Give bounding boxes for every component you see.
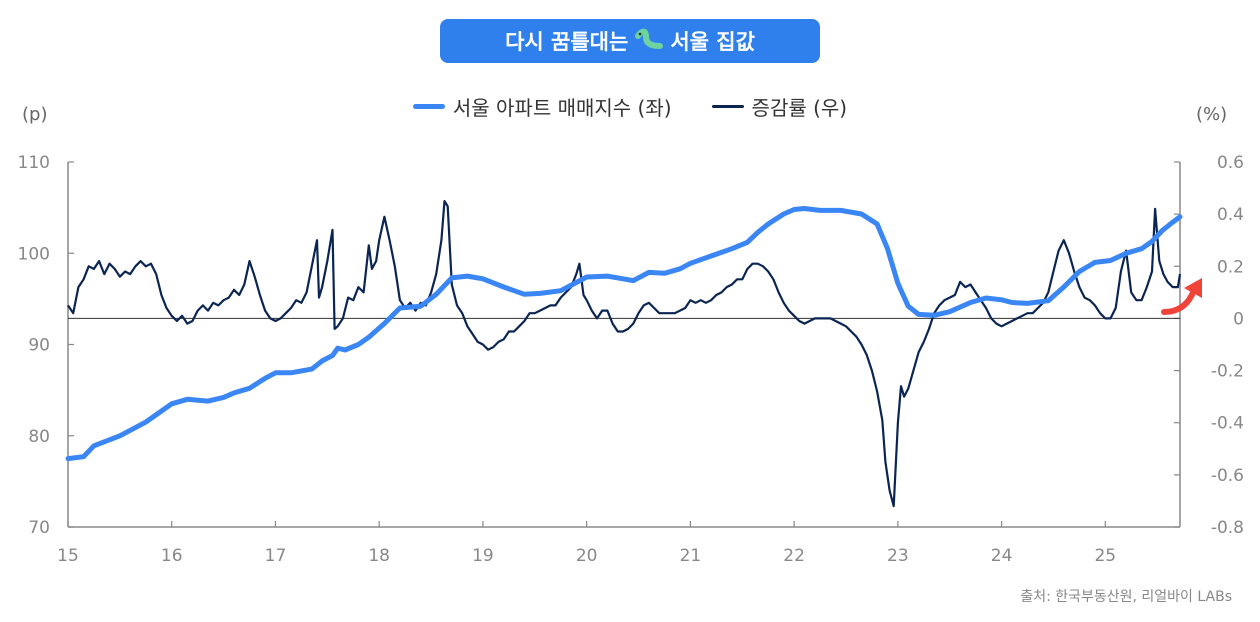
left-axis-tick-label: 100 xyxy=(18,244,50,264)
right-axis-tick-label: -0.6 xyxy=(1211,466,1244,486)
x-axis-tick-label: 18 xyxy=(368,546,390,566)
chart-title-text-before: 다시 꿈틀대는 xyxy=(505,30,629,54)
x-axis-tick-label: 17 xyxy=(265,546,287,566)
legend-label-rate: 증감률 (우) xyxy=(751,95,848,120)
x-axis-tick-label: 19 xyxy=(472,546,494,566)
series-line-price-index xyxy=(65,206,1183,462)
rising-arrow-shaft xyxy=(1161,287,1197,315)
x-axis-tick-label: 24 xyxy=(991,546,1013,566)
x-axis-tick-label: 25 xyxy=(1094,546,1116,566)
legend-label-index: 서울 아파트 매매지수 (좌) xyxy=(452,95,672,120)
left-axis-unit: (p) xyxy=(22,104,48,125)
worm-icon xyxy=(634,28,664,54)
chart-legend: 서울 아파트 매매지수 (좌) 증감률 (우) xyxy=(0,92,1260,120)
x-axis-tick-label: 15 xyxy=(57,546,79,566)
right-axis-tick-label: 0 xyxy=(1233,309,1244,329)
right-axis-unit: (%) xyxy=(1196,104,1228,125)
x-axis-tick-label: 21 xyxy=(680,546,702,566)
x-axis-tick-label: 20 xyxy=(576,546,598,566)
legend-swatch-index xyxy=(412,103,445,109)
right-axis-tick-label: -0.2 xyxy=(1211,362,1244,382)
left-axis-tick-label: 70 xyxy=(28,518,50,538)
left-axis-tick-label: 110 xyxy=(18,153,50,173)
series-line-change-rate xyxy=(67,200,1182,508)
x-axis-tick-label: 22 xyxy=(783,546,805,566)
legend-item-index: 서울 아파트 매매지수 (좌) xyxy=(412,92,672,121)
right-axis-tick-label: -0.4 xyxy=(1211,414,1244,434)
x-axis-tick-label: 23 xyxy=(887,546,909,566)
right-axis-tick-label: -0.8 xyxy=(1211,518,1244,538)
legend-swatch-rate xyxy=(711,104,744,108)
chart-title-text-after: 서울 집값 xyxy=(670,30,755,54)
legend-item-rate: 증감률 (우) xyxy=(711,92,848,121)
left-axis-tick-label: 90 xyxy=(28,336,50,356)
x-axis-tick-label: 16 xyxy=(161,546,183,566)
source-note: 출처: 한국부동산원, 리얼바이 LABs xyxy=(1020,589,1232,605)
right-axis-tick-label: 0.4 xyxy=(1217,205,1244,225)
right-axis-tick-label: 0.2 xyxy=(1217,257,1244,277)
chart-title-badge: 다시 꿈틀대는 서울 집값 xyxy=(440,19,820,63)
right-axis-tick-label: 0.6 xyxy=(1217,153,1244,173)
left-axis-tick-label: 80 xyxy=(28,427,50,447)
rising-arrow-head xyxy=(1184,278,1202,298)
